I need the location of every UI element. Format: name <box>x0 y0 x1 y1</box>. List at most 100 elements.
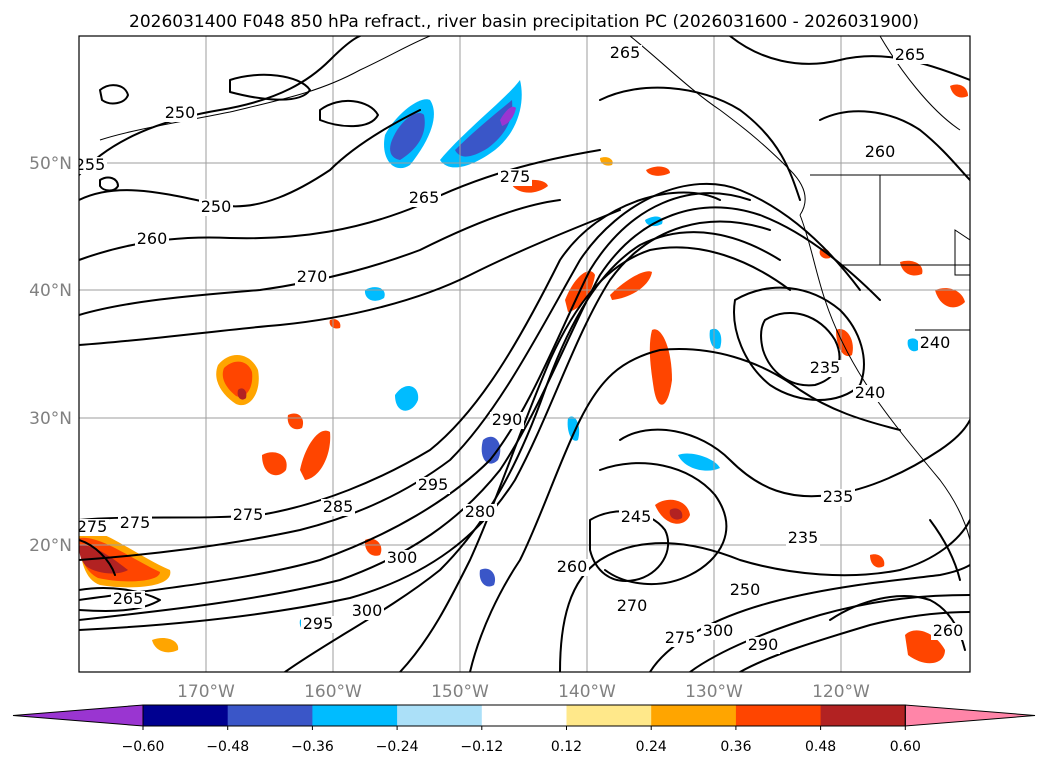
precip-patch <box>935 288 965 308</box>
precip-patch <box>237 388 247 400</box>
contour-line <box>99 176 119 192</box>
contour-label-background <box>821 489 855 506</box>
contour-label-background <box>321 499 355 516</box>
contour-label-background <box>407 190 441 207</box>
precip-patch <box>390 112 425 160</box>
contour-label: 285 <box>323 497 354 516</box>
contour-label: 275 <box>120 513 151 532</box>
precip-patch <box>646 166 670 176</box>
colorbar-tick-label: −0.12 <box>460 739 503 755</box>
contour-label-background <box>163 105 197 122</box>
precip-shading <box>79 80 968 664</box>
graticule <box>79 36 970 672</box>
contour-line <box>689 594 970 672</box>
lat-label: 50°N <box>29 154 72 174</box>
contour-label-background <box>135 231 169 248</box>
precip-patch <box>907 338 920 352</box>
contour-label: 250 <box>730 580 761 599</box>
contour-line <box>929 519 961 581</box>
contour-label: 265 <box>409 188 440 207</box>
precip-patch <box>329 319 341 329</box>
contour-label-background <box>79 519 109 536</box>
contour-label-background <box>615 598 649 615</box>
contour-line <box>284 231 781 672</box>
precip-patch <box>645 216 663 227</box>
precip-patch <box>709 328 722 349</box>
contour-label-background <box>701 623 735 640</box>
contour-line <box>319 99 379 128</box>
contour-line <box>99 84 129 105</box>
contour-label: 275 <box>665 628 696 647</box>
contour-line <box>599 462 728 586</box>
lat-label: 20°N <box>29 536 72 556</box>
precip-patch <box>300 430 331 480</box>
contour-label-background <box>416 477 450 494</box>
contour-label: 260 <box>137 229 168 248</box>
latitude-labels: 50°N 40°N 30°N 20°N <box>29 154 72 556</box>
contour-label: 300 <box>387 548 418 567</box>
contour-label: 275 <box>77 517 108 536</box>
precip-patch <box>364 538 382 556</box>
colorbar-segment <box>735 705 822 726</box>
contour-label-background <box>385 550 419 567</box>
contour-line <box>559 519 970 672</box>
lon-label: 160°W <box>304 682 362 702</box>
contour-line <box>399 246 791 672</box>
precip-patch <box>950 84 968 98</box>
map-background <box>79 36 970 672</box>
precip-patch <box>610 271 652 300</box>
contour-label-background <box>863 144 897 161</box>
contour-line <box>79 109 421 208</box>
contour-label: 240 <box>920 333 951 352</box>
colorbar-segment <box>227 705 313 726</box>
contour-label-background <box>746 637 780 654</box>
contour-label: 295 <box>303 614 334 633</box>
contour-label-background <box>663 630 697 647</box>
contour-label-background <box>853 385 887 402</box>
colorbar-tick-label: 0.48 <box>805 739 836 755</box>
precip-patch <box>222 361 253 397</box>
contour-label: 280 <box>465 502 496 521</box>
contour-label: 265 <box>113 589 144 608</box>
contour-line <box>739 611 970 672</box>
precip-patch <box>364 287 385 301</box>
precip-patch <box>836 329 853 357</box>
contour-line <box>79 192 751 601</box>
precip-patch <box>678 453 720 471</box>
colorbar-tick-label: −0.36 <box>291 739 334 755</box>
longitude-labels: 170°W 160°W 150°W 140°W 130°W 120°W <box>177 682 870 702</box>
contour-label: 260 <box>933 621 964 640</box>
colorbar-extend-max <box>904 704 1036 727</box>
precip-patch <box>567 416 580 441</box>
contour-label: 255 <box>75 155 106 174</box>
contour-label: 270 <box>297 267 328 286</box>
contour-label-background <box>619 509 653 526</box>
contour-label: 275 <box>500 167 531 186</box>
precip-patch <box>455 100 513 157</box>
contour-line <box>729 36 970 81</box>
colorbar: −0.60 −0.48 −0.36 −0.24 −0.12 0.12 0.24 0.36 0.4… <box>12 704 1036 755</box>
contour-line <box>79 182 861 561</box>
contour-label-background <box>118 515 152 532</box>
contour-line <box>469 348 901 672</box>
contour-label-background <box>931 623 965 640</box>
precip-patch <box>870 554 885 568</box>
contour-label: 245 <box>621 507 652 526</box>
map-frame <box>78 35 971 673</box>
colorbar-tick-label: −0.60 <box>122 739 165 755</box>
contour-line <box>79 199 561 316</box>
contour-label-background <box>79 157 107 174</box>
precip-patch <box>152 638 179 653</box>
contour-label: 270 <box>617 596 648 615</box>
lat-label: 40°N <box>29 281 72 301</box>
colorbar-tick-label: 0.60 <box>890 739 921 755</box>
lon-label: 140°W <box>558 682 616 702</box>
map-panel: 250 255 250 260 265 275 270 265 265 260 240 235 240 2… <box>75 35 971 673</box>
contour-label: 290 <box>492 410 523 429</box>
contour-line <box>79 191 721 521</box>
refractivity-contours <box>79 36 970 672</box>
contour-label-background <box>893 47 927 64</box>
colorbar-tick-label: 0.24 <box>636 739 667 755</box>
precip-patch <box>79 544 128 574</box>
